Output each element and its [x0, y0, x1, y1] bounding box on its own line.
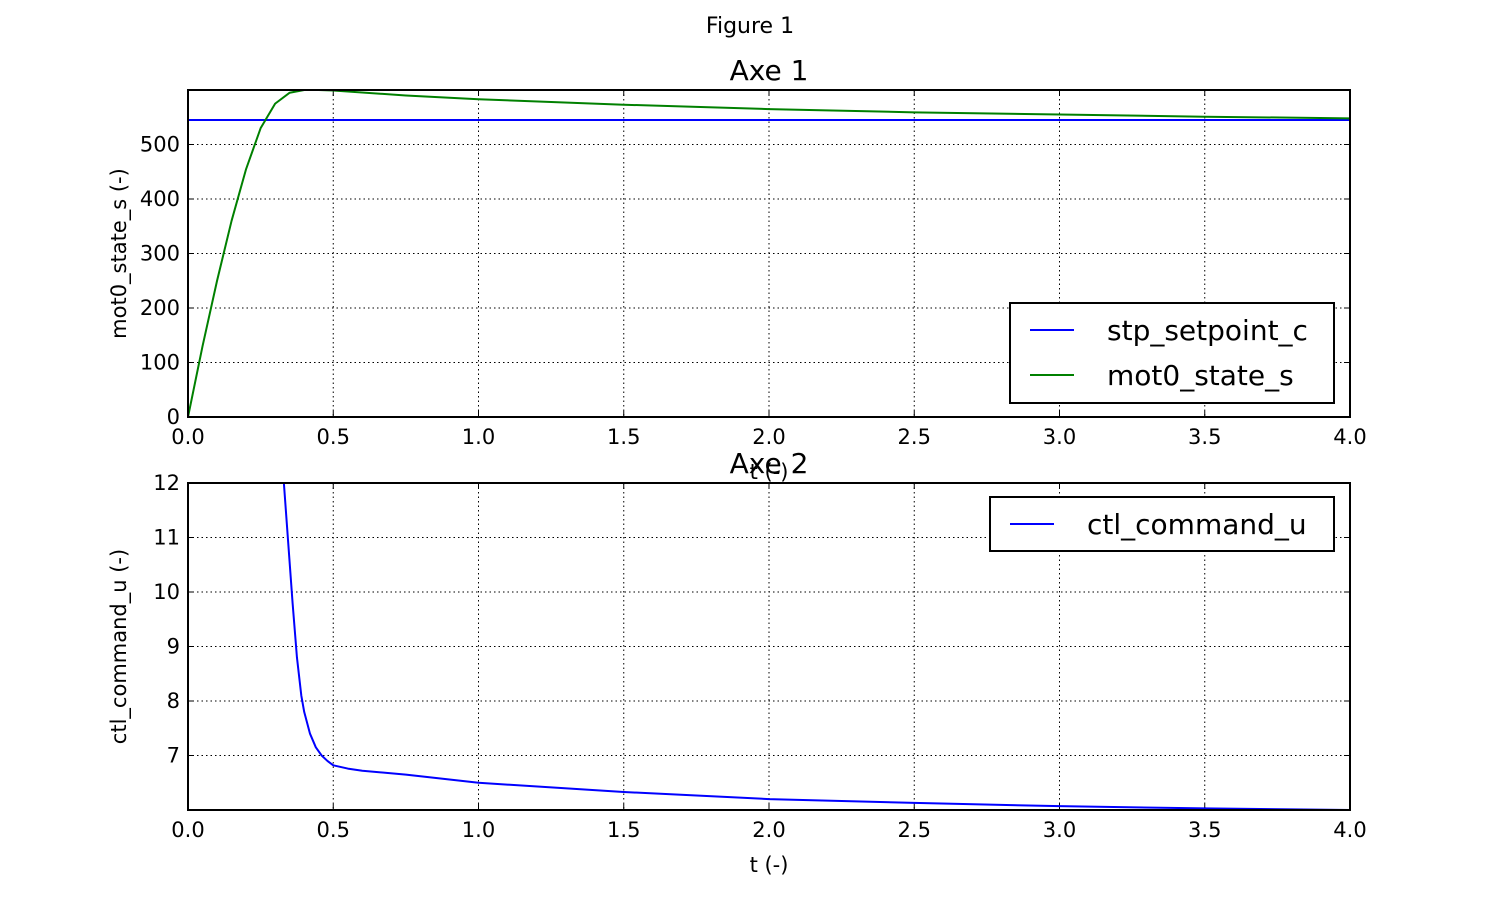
x-tick-label: 0.0 [171, 425, 204, 449]
x-tick-label: 1.0 [462, 425, 495, 449]
x-tick-label: 3.5 [1188, 818, 1221, 842]
axes-title: Axe 1 [730, 54, 809, 87]
legend-box [1009, 302, 1335, 404]
y-tick-label: 100 [140, 351, 180, 375]
x-tick-label: 0.0 [171, 818, 204, 842]
legend-label: stp_setpoint_c [1107, 314, 1308, 347]
series-line-ctl_command_u [282, 483, 1350, 810]
y-tick-label: 10 [153, 580, 180, 604]
axes-1: 0.0 0.5 1.0 1.5 2.0 2.5 3.0 3.5 4.0 0 100 200 300 400… [107, 54, 1367, 484]
axes-frame [187, 482, 1351, 811]
x-tick-label: 1.0 [462, 818, 495, 842]
legend-label: ctl_command_u [1087, 508, 1307, 541]
legend-label: mot0_state_s [1107, 359, 1294, 392]
x-tick-label: 1.5 [607, 425, 640, 449]
y-tick-label: 200 [140, 296, 180, 320]
y-tick-label: 400 [140, 187, 180, 211]
x-tick-label: 1.5 [607, 818, 640, 842]
x-tick-label: 2.5 [898, 818, 931, 842]
x-tick-label: 4.0 [1333, 425, 1366, 449]
y-tick-label: 500 [140, 133, 180, 157]
x-axis-label: t (-) [750, 853, 789, 877]
axes-title: Axe 2 [730, 447, 809, 480]
y-axis-label: mot0_state_s (-) [107, 168, 132, 339]
y-tick-label: 12 [153, 471, 180, 495]
y-tick-label: 9 [167, 635, 180, 659]
x-tick-label: 0.5 [317, 425, 350, 449]
x-tick-label: 2.5 [898, 425, 931, 449]
y-tick-label: 7 [167, 744, 180, 768]
y-tick-label: 0 [167, 405, 180, 429]
x-tick-label: 2.0 [752, 818, 785, 842]
y-axis-label: ctl_command_u (-) [107, 549, 132, 744]
y-tick-label: 300 [140, 242, 180, 266]
y-tick-label: 8 [167, 689, 180, 713]
y-tick-label: 11 [153, 526, 180, 550]
x-tick-label: 2.0 [752, 425, 785, 449]
figure-title: Figure 1 [705, 14, 795, 39]
axes-frame [187, 89, 1351, 418]
x-tick-label: 3.0 [1043, 425, 1076, 449]
axes-2: 0.0 0.5 1.0 1.5 2.0 2.5 3.0 3.5 4.0 7 8 9 10 11 12 Axe … [107, 447, 1367, 877]
x-axis-label: t (-) [750, 460, 789, 484]
x-tick-label: 3.0 [1043, 818, 1076, 842]
x-tick-label: 3.5 [1188, 425, 1221, 449]
x-tick-label: 0.5 [317, 818, 350, 842]
x-tick-label: 4.0 [1333, 818, 1366, 842]
